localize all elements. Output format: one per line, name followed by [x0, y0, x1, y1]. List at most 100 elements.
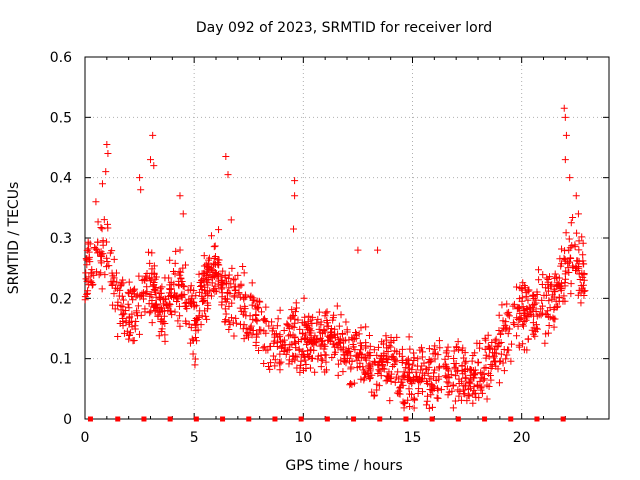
data-point — [303, 340, 311, 348]
data-point — [517, 314, 525, 322]
data-point — [378, 338, 386, 346]
data-point — [482, 354, 490, 362]
data-point — [577, 289, 585, 297]
data-point — [300, 352, 308, 360]
data-point — [518, 294, 526, 302]
data-point — [249, 326, 257, 334]
data-point — [186, 339, 194, 347]
data-point — [253, 317, 261, 325]
data-point — [122, 319, 130, 327]
data-point — [402, 364, 410, 372]
data-point — [146, 292, 154, 300]
data-point — [441, 355, 449, 363]
data-point — [200, 297, 208, 305]
data-point — [333, 302, 341, 310]
data-point — [387, 338, 395, 346]
data-point — [242, 325, 250, 333]
data-point — [211, 242, 219, 250]
data-point — [166, 256, 174, 264]
data-point — [431, 366, 439, 374]
data-point — [262, 346, 270, 354]
data-point — [293, 353, 301, 361]
data-point — [509, 319, 517, 327]
data-point — [252, 333, 260, 341]
data-point — [260, 359, 268, 367]
data-point — [465, 378, 473, 386]
data-point — [335, 322, 343, 330]
data-point — [97, 252, 105, 260]
data-point — [448, 387, 456, 395]
data-point — [224, 295, 232, 303]
data-point — [209, 286, 217, 294]
data-point — [225, 317, 233, 325]
data-point — [451, 365, 459, 373]
data-point — [533, 325, 541, 333]
data-point — [148, 319, 156, 327]
data-point — [371, 391, 379, 399]
y-tick-label: 0.1 — [50, 352, 72, 368]
data-point — [466, 380, 474, 388]
data-point — [285, 332, 293, 340]
data-point — [492, 349, 500, 357]
data-point — [562, 131, 570, 139]
data-point — [370, 346, 378, 354]
data-point — [283, 321, 291, 329]
data-point — [490, 357, 498, 365]
data-point — [230, 293, 238, 301]
data-point — [368, 388, 376, 396]
data-point — [288, 340, 296, 348]
data-point — [461, 359, 469, 367]
data-point — [140, 276, 148, 284]
data-point — [550, 287, 558, 295]
data-point — [147, 291, 155, 299]
data-point — [328, 328, 336, 336]
data-point — [94, 218, 102, 226]
data-point — [311, 368, 319, 376]
data-point — [422, 365, 430, 373]
data-point — [176, 192, 184, 200]
zero-marker — [403, 416, 409, 422]
data-point — [97, 269, 105, 277]
data-point — [538, 296, 546, 304]
data-point — [230, 332, 238, 340]
data-point — [103, 140, 111, 148]
data-point — [455, 375, 463, 383]
data-point — [290, 225, 298, 233]
data-point — [399, 398, 407, 406]
data-point — [544, 307, 552, 315]
data-point — [447, 371, 455, 379]
data-point — [362, 344, 370, 352]
data-point — [202, 261, 210, 269]
data-point — [225, 274, 233, 282]
data-point — [241, 305, 249, 313]
data-point — [428, 403, 436, 411]
data-point — [441, 372, 449, 380]
data-point — [280, 347, 288, 355]
data-point — [225, 325, 233, 333]
data-point — [255, 347, 263, 355]
data-point — [575, 246, 583, 254]
data-point — [98, 180, 106, 188]
data-point — [155, 308, 163, 316]
data-point — [491, 337, 499, 345]
data-point — [560, 292, 568, 300]
data-point — [143, 288, 151, 296]
zero-marker — [429, 416, 435, 422]
data-point — [150, 162, 158, 170]
data-point — [83, 255, 91, 263]
data-point — [550, 323, 558, 331]
data-point — [291, 308, 299, 316]
data-point — [356, 363, 364, 371]
data-point — [284, 322, 292, 330]
data-point — [300, 294, 308, 302]
data-point — [208, 279, 216, 287]
data-point — [386, 397, 394, 405]
data-point — [235, 290, 243, 298]
data-point — [137, 311, 145, 319]
data-point — [551, 270, 559, 278]
data-point — [462, 357, 470, 365]
data-point — [535, 276, 543, 284]
data-point — [554, 302, 562, 310]
data-point — [229, 319, 237, 327]
data-point — [248, 331, 256, 339]
